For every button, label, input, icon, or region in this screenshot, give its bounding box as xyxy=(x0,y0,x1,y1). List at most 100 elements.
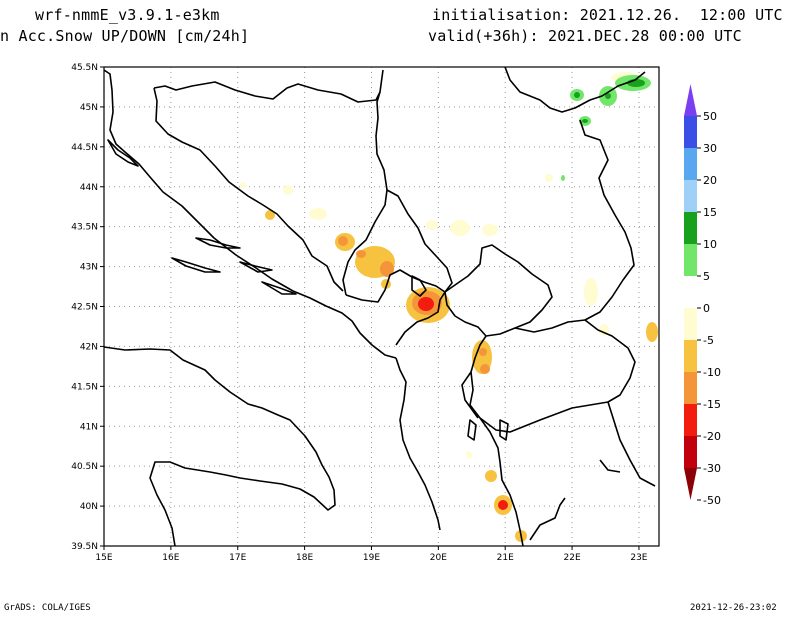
snow-blob xyxy=(466,451,472,459)
snow-blob xyxy=(646,322,658,342)
lat-tick-label: 42.5N xyxy=(71,303,98,313)
colorbar-label: -50 xyxy=(703,494,721,507)
lake xyxy=(467,419,477,441)
island xyxy=(261,281,297,295)
model-title: wrf-nmmE_v3.9.1-e3km xyxy=(35,6,220,24)
lon-tick-label: 20E xyxy=(430,553,447,563)
colorbar-label: -20 xyxy=(703,430,721,443)
lat-tick-label: 39.5N xyxy=(71,542,98,552)
lon-tick-label: 18E xyxy=(296,553,313,563)
snow-blob xyxy=(582,119,588,123)
border-greece-bulgaria xyxy=(529,401,656,541)
field-title: n Acc.Snow UP/DOWN [cm/24h] xyxy=(0,27,250,45)
snow-blob xyxy=(584,278,598,306)
snow-blob xyxy=(545,174,553,182)
longitude-labels: 15E 16E 17E 18E 19E 20E 21E 22E 23E xyxy=(95,546,648,563)
island xyxy=(171,257,221,273)
snow-blob xyxy=(309,208,327,220)
border-north-macedonia xyxy=(469,319,636,433)
snow-blob xyxy=(480,364,490,374)
lat-tick-label: 44.5N xyxy=(71,143,98,153)
snow-blob xyxy=(356,250,366,258)
lat-tick-label: 45.5N xyxy=(71,63,98,73)
lat-tick-label: 40.5N xyxy=(71,462,98,472)
colorbar-swatch xyxy=(684,148,697,180)
lake xyxy=(499,419,509,441)
border-serbia-east xyxy=(504,67,646,321)
lat-tick-label: 44N xyxy=(80,183,98,193)
snow-blob xyxy=(265,210,275,220)
colorbar-label: 5 xyxy=(703,270,710,283)
snow-blob xyxy=(482,224,498,236)
init-time: initialisation: 2021.12.26. 12:00 UTC xyxy=(432,6,783,24)
lat-tick-label: 42N xyxy=(80,342,98,352)
lon-tick-label: 21E xyxy=(497,553,514,563)
lat-tick-label: 40N xyxy=(80,502,98,512)
lat-tick-label: 41N xyxy=(80,422,98,432)
colorbar-label: 50 xyxy=(703,110,717,123)
footer-timestamp: 2021-12-26-23:02 xyxy=(690,603,777,613)
colorbar-arrow-top xyxy=(684,84,697,116)
border-croatia-bosnia xyxy=(153,69,384,292)
colorbar-label: 10 xyxy=(703,238,717,251)
map-borders xyxy=(104,67,656,546)
colorbar-swatch xyxy=(684,372,697,404)
border-kosovo xyxy=(444,244,553,337)
lat-tick-label: 43N xyxy=(80,263,98,273)
colorbar-swatch xyxy=(684,308,697,340)
latitude-labels: 39.5N 40N 40.5N 41N 41.5N 42N 42.5N 43N 43.5N 44N… xyxy=(71,63,104,552)
colorbar-arrow-bottom xyxy=(684,468,697,500)
coastline-croatia xyxy=(104,69,397,359)
lake xyxy=(411,275,427,297)
snow-blob xyxy=(283,185,293,195)
colorbar-label: 0 xyxy=(703,302,710,315)
border-montenegro xyxy=(345,269,446,346)
lon-tick-label: 17E xyxy=(229,553,246,563)
border-bosnia-serbia xyxy=(342,91,453,296)
lon-tick-label: 22E xyxy=(564,553,581,563)
colorbar-swatch xyxy=(684,212,697,244)
snow-blob xyxy=(338,236,348,246)
map-gridlines xyxy=(104,67,659,546)
colorbar-label: 15 xyxy=(703,206,717,219)
snow-blob xyxy=(574,92,580,98)
snow-blob xyxy=(561,175,565,181)
colorbar-swatch xyxy=(684,276,697,308)
snow-blob xyxy=(426,220,438,230)
colorbar-swatch xyxy=(684,404,697,436)
island xyxy=(195,237,241,249)
snow-blob xyxy=(240,182,246,188)
colorbar-swatch xyxy=(684,244,697,276)
colorbar-label: -10 xyxy=(703,366,721,379)
snow-blob xyxy=(485,470,497,482)
snow-blob xyxy=(418,297,434,311)
snow-blob xyxy=(605,93,611,99)
island xyxy=(239,261,273,273)
map-frame xyxy=(103,66,660,547)
snow-blob xyxy=(479,348,487,356)
colorbar-swatch xyxy=(684,436,697,468)
lat-tick-label: 45N xyxy=(80,103,98,113)
lon-tick-label: 16E xyxy=(162,553,179,563)
lon-tick-label: 15E xyxy=(95,553,112,563)
colorbar-label: -30 xyxy=(703,462,721,475)
lat-tick-label: 41.5N xyxy=(71,382,98,392)
lon-tick-label: 19E xyxy=(363,553,380,563)
colorbar-label: 20 xyxy=(703,174,717,187)
snow-blobs xyxy=(240,72,658,542)
island xyxy=(107,139,139,167)
colorbar-swatch xyxy=(684,180,697,212)
colorbar-label: 30 xyxy=(703,142,717,155)
coastline-italy xyxy=(104,346,336,546)
colorbar-swatch xyxy=(684,116,697,148)
lat-tick-label: 43.5N xyxy=(71,223,98,233)
footer-credit: GrADS: COLA/IGES xyxy=(4,603,91,613)
colorbar-swatch xyxy=(684,340,697,372)
lon-tick-label: 23E xyxy=(630,553,647,563)
border-albania xyxy=(395,357,524,546)
valid-time: valid(+36h): 2021.DEC.28 00:00 UTC xyxy=(428,27,742,45)
snow-blob xyxy=(498,500,508,510)
snow-blob xyxy=(380,261,394,277)
